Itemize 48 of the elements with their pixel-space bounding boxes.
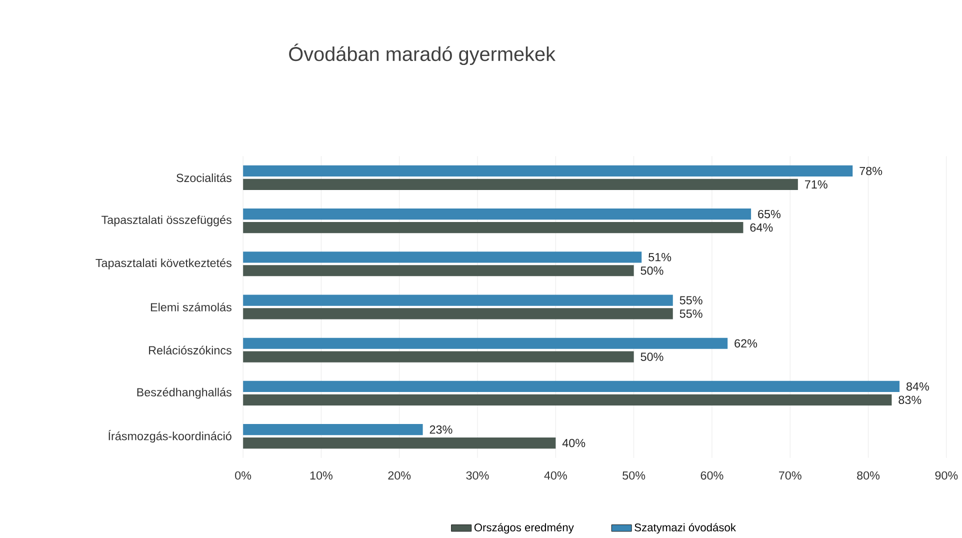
y-tick-label: Beszédhanghallás: [137, 388, 232, 399]
y-tick-label: Relációszókincs: [149, 346, 232, 355]
x-tick-label: 80%: [857, 471, 880, 480]
data-label: 71%: [805, 180, 828, 189]
x-tick-label: 90%: [935, 471, 958, 480]
data-label: 83%: [898, 396, 922, 404]
legend-label: Szatymazi óvodások: [634, 523, 736, 534]
x-tick-label: 50%: [622, 471, 646, 480]
bar: [243, 308, 673, 320]
data-label: 23%: [430, 426, 452, 434]
x-tick-label: 0%: [235, 471, 252, 480]
bar: [243, 438, 556, 449]
bar: [243, 394, 892, 406]
bar: [243, 294, 673, 306]
bar: [243, 351, 634, 363]
bar: [243, 208, 752, 220]
bar: [243, 222, 744, 234]
x-tick-label: 60%: [700, 471, 724, 480]
x-tick-label: 40%: [544, 471, 567, 480]
bar: [243, 265, 634, 276]
x-tick-label: 30%: [466, 471, 489, 480]
data-label: 78%: [860, 166, 882, 176]
data-label: 62%: [734, 339, 758, 348]
data-label: 50%: [640, 266, 664, 275]
data-label: 55%: [680, 310, 702, 318]
data-label: 51%: [648, 253, 672, 262]
y-tick-label: Szocialitás: [176, 173, 232, 182]
legend-label: Országos eredmény: [474, 523, 574, 534]
bar: [243, 424, 423, 436]
bar: [243, 179, 798, 190]
x-tick-label: 20%: [388, 471, 411, 480]
x-tick-label: 10%: [310, 471, 332, 480]
y-tick-label: Írásmozgás-koordináció: [108, 430, 232, 443]
data-label: 40%: [562, 439, 586, 448]
y-tick-label: Tapasztalati összefüggés: [102, 215, 232, 226]
y-tick-label: Elemi számolás: [150, 302, 232, 312]
chart-title: Óvodában maradó gyermekek: [289, 44, 556, 66]
data-label: 64%: [750, 224, 773, 232]
bar: [243, 381, 900, 392]
data-label: 55%: [680, 296, 702, 305]
bar: [243, 338, 728, 350]
bar: [243, 252, 642, 263]
bar: [243, 166, 853, 177]
x-tick-label: 70%: [779, 471, 802, 480]
data-label: 84%: [906, 382, 929, 391]
y-tick-label: Tapasztalati következtetés: [96, 258, 232, 270]
data-label: 65%: [758, 210, 781, 218]
data-label: 50%: [640, 352, 664, 362]
